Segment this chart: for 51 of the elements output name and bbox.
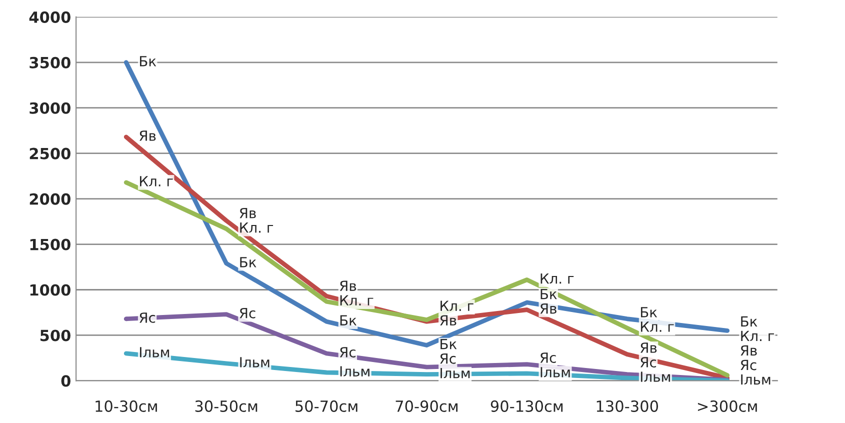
text: Яс: [240, 308, 256, 318]
y-tick-label: 2000: [30, 193, 70, 205]
text: Яв: [140, 130, 156, 141]
text: Ільм: [440, 368, 470, 378]
text: Яс: [640, 357, 656, 368]
x-tick-label: 90-130см: [490, 400, 563, 412]
series-label: Яв: [440, 315, 456, 326]
x-tick-label: 30-50см: [195, 400, 258, 412]
x-tick-label: 10-30см: [96, 400, 157, 412]
text: Бк: [640, 307, 658, 318]
series-label: Яс: [340, 347, 356, 358]
text: Кл. г: [741, 330, 774, 342]
text: Яв: [540, 303, 556, 314]
text: Ільм: [140, 347, 170, 358]
text: Кл. г: [140, 176, 173, 186]
text: Бк: [540, 288, 557, 300]
text: Яв: [640, 342, 657, 353]
text: Бк: [741, 316, 758, 327]
x-tick-label: 70-90см: [396, 400, 458, 412]
text: Яс: [540, 352, 556, 363]
text: Яв: [340, 280, 356, 291]
text: Ільм: [741, 374, 770, 385]
text: Ільм: [340, 366, 370, 376]
text: Яв: [740, 345, 757, 356]
y-tick-label: 1000: [30, 284, 70, 296]
text: Яс: [440, 354, 456, 364]
series-label: Ільм: [240, 357, 270, 368]
text: Бк: [140, 56, 156, 66]
y-tick-label: 1500: [30, 238, 70, 250]
series-label: Кл. г: [440, 300, 474, 311]
y-tick-label: 0: [61, 375, 70, 387]
y-tick-label: 4000: [29, 11, 70, 23]
text: Яв: [240, 208, 256, 218]
text: Ільм: [540, 367, 570, 378]
series-label: Бк: [440, 338, 457, 350]
text: Кл. г: [240, 222, 274, 233]
text: Бк: [240, 257, 256, 268]
y-tick-label: 3500: [30, 56, 70, 68]
text: Кл. г: [540, 273, 574, 284]
text: Ільм: [640, 372, 670, 382]
text: Бк: [340, 315, 356, 326]
text: Кл. г: [640, 322, 674, 332]
x-tick-label: 50-70см: [296, 400, 358, 412]
y-tick-label: 3000: [30, 102, 70, 114]
x-tick-label: >300см: [698, 400, 757, 412]
x-tick-label: 130-300: [596, 400, 658, 412]
text: Яс: [740, 360, 756, 370]
y-tick-label: 2500: [30, 148, 70, 160]
y-tick-label: 500: [40, 330, 70, 342]
text: Кл. г: [340, 295, 374, 306]
text: Яс: [140, 312, 156, 323]
